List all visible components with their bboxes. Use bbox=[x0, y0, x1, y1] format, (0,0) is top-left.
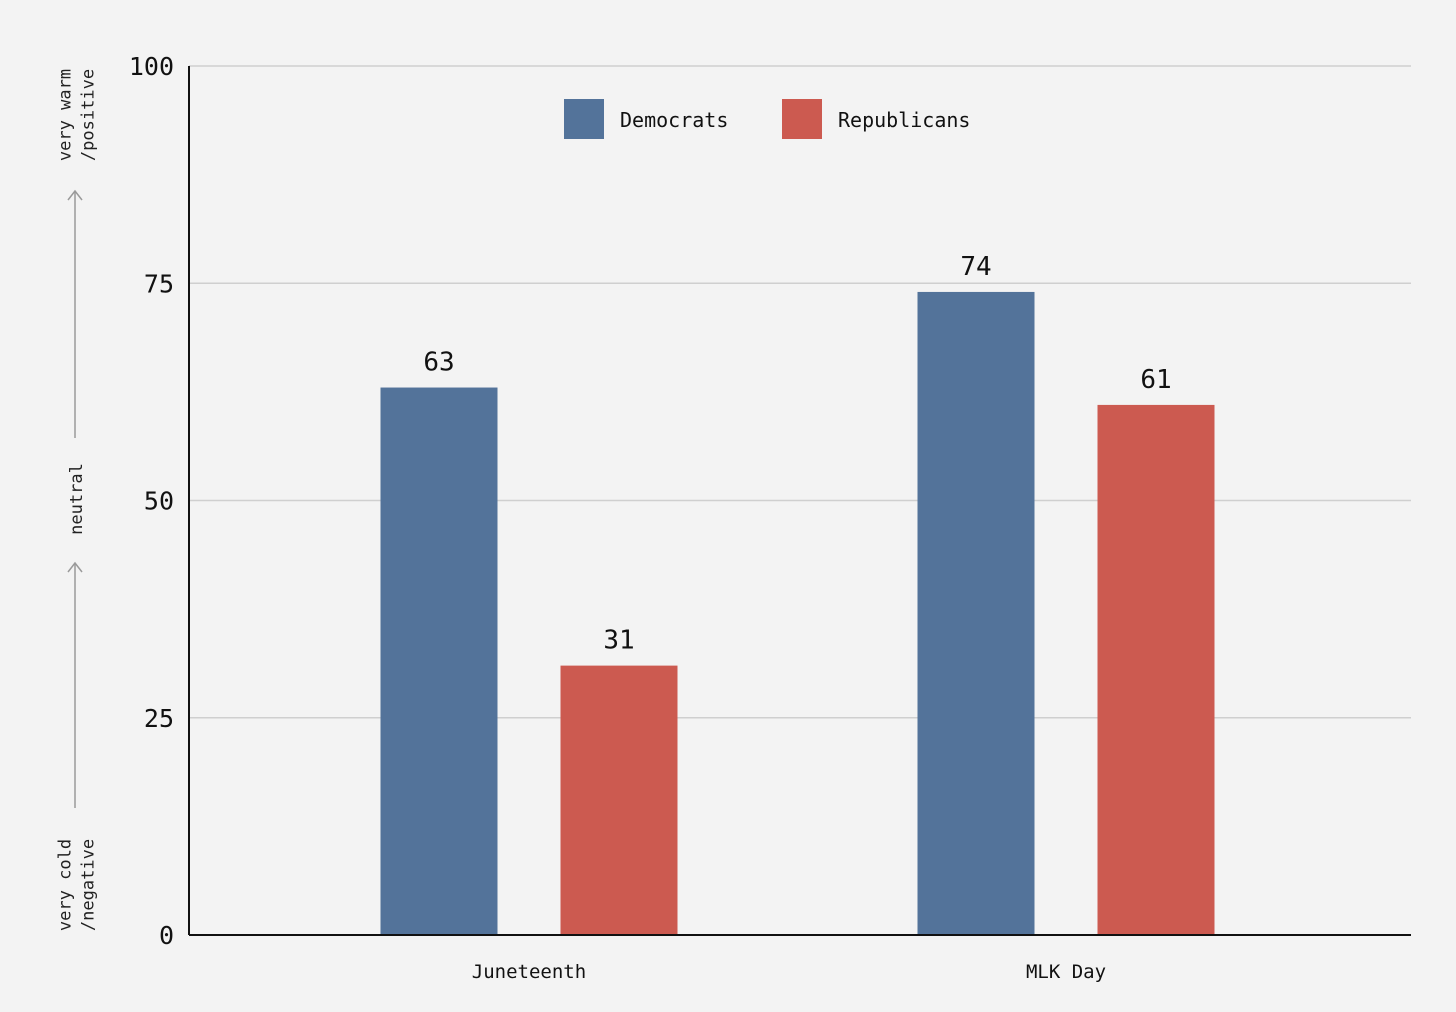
legend: Democrats Republicans bbox=[564, 99, 970, 139]
y-scale-annotations: very warm/positive neutral very cold/negat… bbox=[56, 69, 99, 931]
legend-swatch bbox=[782, 99, 822, 139]
bar bbox=[917, 291, 1035, 935]
scale-middle-label: neutral bbox=[67, 463, 87, 535]
data-label: 63 bbox=[423, 348, 454, 378]
bars bbox=[380, 291, 1215, 935]
data-label: 31 bbox=[603, 626, 634, 656]
arrow-head bbox=[67, 561, 83, 573]
y-tick-label: 75 bbox=[144, 269, 174, 298]
scale-bottom-label: very cold/negative bbox=[56, 839, 99, 931]
y-tick-label: 100 bbox=[129, 52, 174, 81]
x-tick-label: MLK Day bbox=[1026, 961, 1106, 983]
scale-label: /positive bbox=[79, 69, 99, 161]
arrow-head bbox=[67, 189, 83, 201]
legend-label: Democrats bbox=[620, 108, 728, 132]
scale-label: very cold bbox=[56, 839, 76, 931]
legend-label: Republicans bbox=[838, 108, 970, 132]
scale-label: neutral bbox=[67, 463, 87, 535]
scale-label: very warm bbox=[56, 69, 76, 161]
labels: 0 25 50 75 100 63 31 Juneteenth 74 61 MLK Day bbox=[129, 52, 1172, 983]
axes bbox=[188, 66, 1411, 936]
data-label: 61 bbox=[1140, 365, 1171, 395]
data-label: 74 bbox=[960, 252, 991, 282]
gridlines bbox=[189, 65, 1411, 719]
x-tick-label: Juneteenth bbox=[472, 961, 586, 983]
scale-label: /negative bbox=[79, 839, 99, 931]
scale-arrow-lower bbox=[67, 561, 83, 808]
scale-top-label: very warm/positive bbox=[56, 69, 99, 161]
scale-arrow-upper bbox=[67, 189, 83, 438]
bar bbox=[380, 387, 498, 935]
y-tick-label: 50 bbox=[144, 487, 174, 516]
bar bbox=[1097, 404, 1215, 935]
y-tick-label: 25 bbox=[144, 704, 174, 733]
legend-swatch bbox=[564, 99, 604, 139]
bar bbox=[560, 665, 678, 935]
y-tick-label: 0 bbox=[159, 921, 174, 950]
